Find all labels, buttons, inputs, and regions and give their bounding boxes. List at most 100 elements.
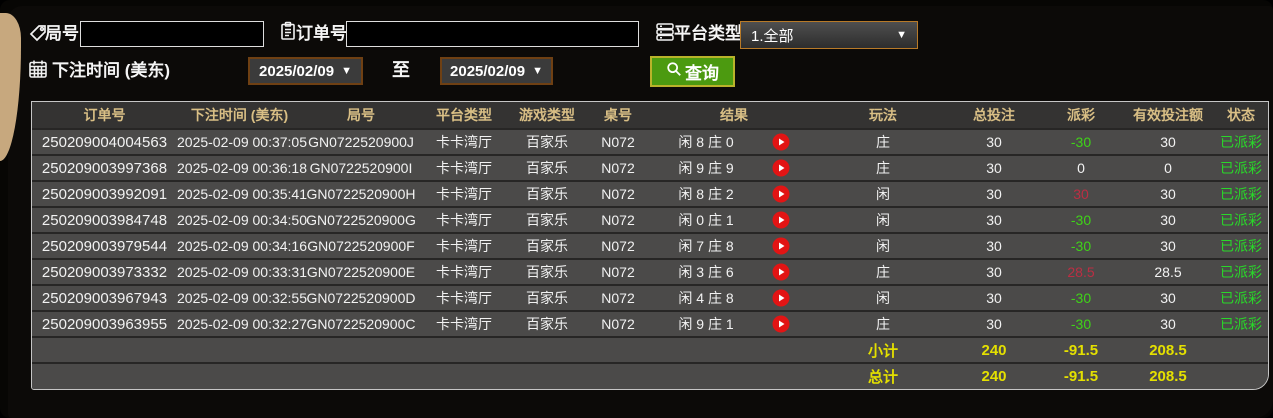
cell-status: 已派彩 [1214,180,1268,207]
cell-result: 闲 0 庄 1 [650,206,818,233]
col-valid-bet: 有效投注额 [1122,102,1214,129]
date-from-dropdown[interactable]: 2025/02/09 ▼ [248,57,363,85]
platform-type-select[interactable]: 1.全部 ▼ [740,21,918,49]
cell-result: 闲 8 庄 2 [650,180,818,207]
cell-bet-time: 2025-02-09 00:32:27 [177,310,307,337]
cell-bet-side: 庄 [818,128,948,155]
cell-game-no: GN0722520900C [302,310,420,337]
cell-valid-bet: 30 [1122,180,1214,207]
col-status: 状态 [1214,102,1268,129]
cell-result: 闲 9 庄 9 [650,154,818,181]
cell-platform: 卡卡湾厅 [420,180,508,207]
date-from-value: 2025/02/09 [259,62,335,80]
cell-bet-time: 2025-02-09 00:35:41 [177,180,307,207]
cell-game-no: GN0722520900F [302,232,420,259]
cell-payout: -30 [1040,128,1122,155]
table-row[interactable]: 250209003997368 2025-02-09 00:36:18 GN07… [32,154,1268,181]
total-label: 总计 [818,362,948,389]
result-text: 闲 0 庄 1 [678,212,734,228]
cell-bet-time: 2025-02-09 00:34:50 [177,206,307,233]
date-to-value: 2025/02/09 [450,62,526,80]
subtotal-total-bet: 240 [948,336,1040,363]
cell-payout: 28.5 [1040,258,1122,285]
cell-table-no: N072 [586,180,650,207]
play-video-icon[interactable] [772,211,790,229]
cell-table-no: N072 [586,232,650,259]
cell-bet-side: 闲 [818,284,948,311]
cell-order-no: 250209003984748 [32,206,177,233]
cell-order-no: 250209004004563 [32,128,177,155]
table-row[interactable]: 250209003984748 2025-02-09 00:34:50 GN07… [32,206,1268,233]
cell-bet-side: 庄 [818,258,948,285]
cell-game-type: 百家乐 [508,206,586,233]
chevron-down-icon: ▼ [341,65,352,77]
result-text: 闲 3 庄 6 [678,264,734,280]
cell-order-no: 250209003997368 [32,154,177,181]
cell-platform: 卡卡湾厅 [420,206,508,233]
table-body: 250209004004563 2025-02-09 00:37:05 GN07… [32,128,1268,337]
table-row[interactable]: 250209003979544 2025-02-09 00:34:16 GN07… [32,232,1268,259]
col-bet-time: 下注时间 (美东) [177,102,302,129]
cell-total-bet: 30 [948,258,1040,285]
cell-table-no: N072 [586,310,650,337]
cell-status: 已派彩 [1214,232,1268,259]
play-video-icon[interactable] [772,133,790,151]
cell-bet-time: 2025-02-09 00:36:18 [177,154,307,181]
cell-total-bet: 30 [948,284,1040,311]
cell-valid-bet: 28.5 [1122,258,1214,285]
cell-game-no: GN0722520900D [302,284,420,311]
cell-bet-side: 闲 [818,232,948,259]
play-video-icon[interactable] [772,237,790,255]
table-row[interactable]: 250209003992091 2025-02-09 00:35:41 GN07… [32,180,1268,207]
cell-platform: 卡卡湾厅 [420,284,508,311]
cell-game-type: 百家乐 [508,154,586,181]
query-button[interactable]: 查询 [650,56,735,87]
cell-status: 已派彩 [1214,310,1268,337]
table-row[interactable]: 250209003963955 2025-02-09 00:32:27 GN07… [32,310,1268,337]
table-row[interactable]: 250209003967943 2025-02-09 00:32:55 GN07… [32,284,1268,311]
play-video-icon[interactable] [772,159,790,177]
cell-total-bet: 30 [948,154,1040,181]
cell-valid-bet: 30 [1122,284,1214,311]
cell-payout: 30 [1040,180,1122,207]
play-video-icon[interactable] [772,289,790,307]
cell-game-type: 百家乐 [508,284,586,311]
cell-platform: 卡卡湾厅 [420,310,508,337]
play-video-icon[interactable] [772,263,790,281]
table-row[interactable]: 250209004004563 2025-02-09 00:37:05 GN07… [32,128,1268,155]
platform-type-value: 1.全部 [751,27,794,45]
cell-game-type: 百家乐 [508,180,586,207]
subtotal-valid-bet: 208.5 [1122,336,1214,363]
cell-valid-bet: 30 [1122,310,1214,337]
cell-order-no: 250209003979544 [32,232,177,259]
game-no-input[interactable] [80,21,264,47]
result-text: 闲 8 庄 0 [678,134,734,150]
order-no-input[interactable] [346,21,639,47]
cell-payout: -30 [1040,206,1122,233]
cell-result: 闲 9 庄 1 [650,310,818,337]
col-total-bet: 总投注 [948,102,1040,129]
cell-platform: 卡卡湾厅 [420,128,508,155]
cell-result: 闲 8 庄 0 [650,128,818,155]
cell-valid-bet: 30 [1122,206,1214,233]
tag-icon [27,22,49,44]
play-video-icon[interactable] [772,185,790,203]
bet-time-label: 下注时间 (美东) [52,61,171,80]
col-payout: 派彩 [1040,102,1122,129]
cell-order-no: 250209003992091 [32,180,177,207]
cell-valid-bet: 30 [1122,128,1214,155]
cell-valid-bet: 0 [1122,154,1214,181]
col-bet-side: 玩法 [818,102,948,129]
subtotal-label: 小计 [818,336,948,363]
table-row[interactable]: 250209003973332 2025-02-09 00:33:31 GN07… [32,258,1268,285]
date-to-dropdown[interactable]: 2025/02/09 ▼ [440,57,553,85]
cell-platform: 卡卡湾厅 [420,258,508,285]
subtotal-row: 小计 240 -91.5 208.5 [32,336,1268,363]
cell-game-no: GN0722520900E [302,258,420,285]
play-video-icon[interactable] [772,315,790,333]
cell-bet-side: 闲 [818,180,948,207]
cell-table-no: N072 [586,284,650,311]
cell-status: 已派彩 [1214,206,1268,233]
cell-bet-side: 庄 [818,154,948,181]
cell-order-no: 250209003967943 [32,284,177,311]
